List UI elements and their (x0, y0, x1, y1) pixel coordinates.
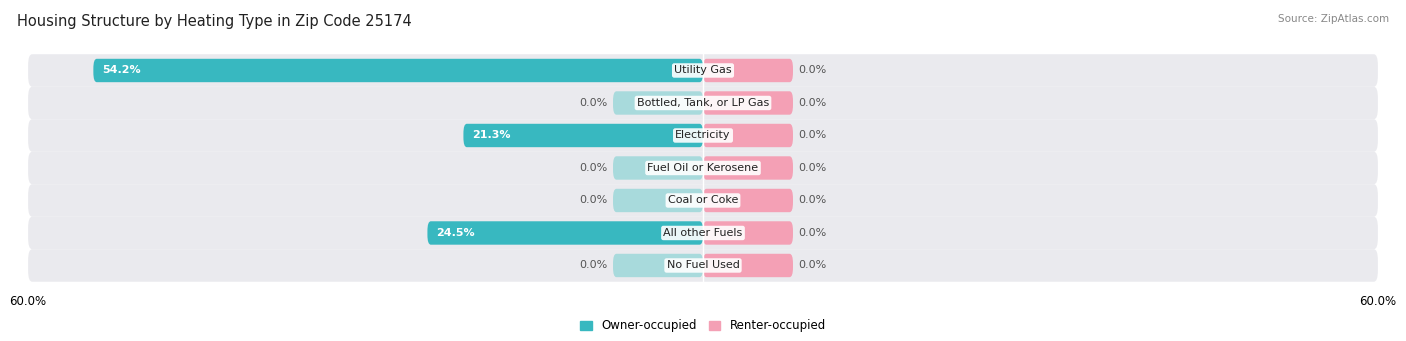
Text: 0.0%: 0.0% (799, 65, 827, 75)
Text: 0.0%: 0.0% (579, 98, 607, 108)
FancyBboxPatch shape (703, 189, 793, 212)
Text: 54.2%: 54.2% (103, 65, 141, 75)
FancyBboxPatch shape (28, 152, 1378, 184)
Text: 0.0%: 0.0% (799, 261, 827, 270)
FancyBboxPatch shape (28, 54, 1378, 87)
Text: 0.0%: 0.0% (799, 228, 827, 238)
FancyBboxPatch shape (613, 254, 703, 277)
Text: Bottled, Tank, or LP Gas: Bottled, Tank, or LP Gas (637, 98, 769, 108)
FancyBboxPatch shape (464, 124, 703, 147)
Text: Fuel Oil or Kerosene: Fuel Oil or Kerosene (647, 163, 759, 173)
Text: 0.0%: 0.0% (799, 163, 827, 173)
FancyBboxPatch shape (28, 87, 1378, 119)
Text: Utility Gas: Utility Gas (675, 65, 731, 75)
Legend: Owner-occupied, Renter-occupied: Owner-occupied, Renter-occupied (575, 315, 831, 337)
Text: 0.0%: 0.0% (579, 195, 607, 206)
FancyBboxPatch shape (613, 156, 703, 180)
FancyBboxPatch shape (703, 91, 793, 115)
FancyBboxPatch shape (703, 124, 793, 147)
FancyBboxPatch shape (28, 249, 1378, 282)
Text: 0.0%: 0.0% (799, 131, 827, 140)
Text: 0.0%: 0.0% (579, 163, 607, 173)
FancyBboxPatch shape (703, 221, 793, 245)
FancyBboxPatch shape (613, 91, 703, 115)
FancyBboxPatch shape (703, 156, 793, 180)
Text: All other Fuels: All other Fuels (664, 228, 742, 238)
Text: 0.0%: 0.0% (799, 195, 827, 206)
Text: Housing Structure by Heating Type in Zip Code 25174: Housing Structure by Heating Type in Zip… (17, 14, 412, 29)
FancyBboxPatch shape (28, 119, 1378, 152)
Text: Source: ZipAtlas.com: Source: ZipAtlas.com (1278, 14, 1389, 24)
Text: No Fuel Used: No Fuel Used (666, 261, 740, 270)
Text: Electricity: Electricity (675, 131, 731, 140)
FancyBboxPatch shape (28, 217, 1378, 249)
Text: 0.0%: 0.0% (799, 98, 827, 108)
Text: 24.5%: 24.5% (436, 228, 475, 238)
Text: 0.0%: 0.0% (579, 261, 607, 270)
Text: 21.3%: 21.3% (472, 131, 510, 140)
FancyBboxPatch shape (93, 59, 703, 82)
FancyBboxPatch shape (703, 254, 793, 277)
Text: Coal or Coke: Coal or Coke (668, 195, 738, 206)
FancyBboxPatch shape (703, 59, 793, 82)
FancyBboxPatch shape (613, 189, 703, 212)
FancyBboxPatch shape (427, 221, 703, 245)
FancyBboxPatch shape (28, 184, 1378, 217)
